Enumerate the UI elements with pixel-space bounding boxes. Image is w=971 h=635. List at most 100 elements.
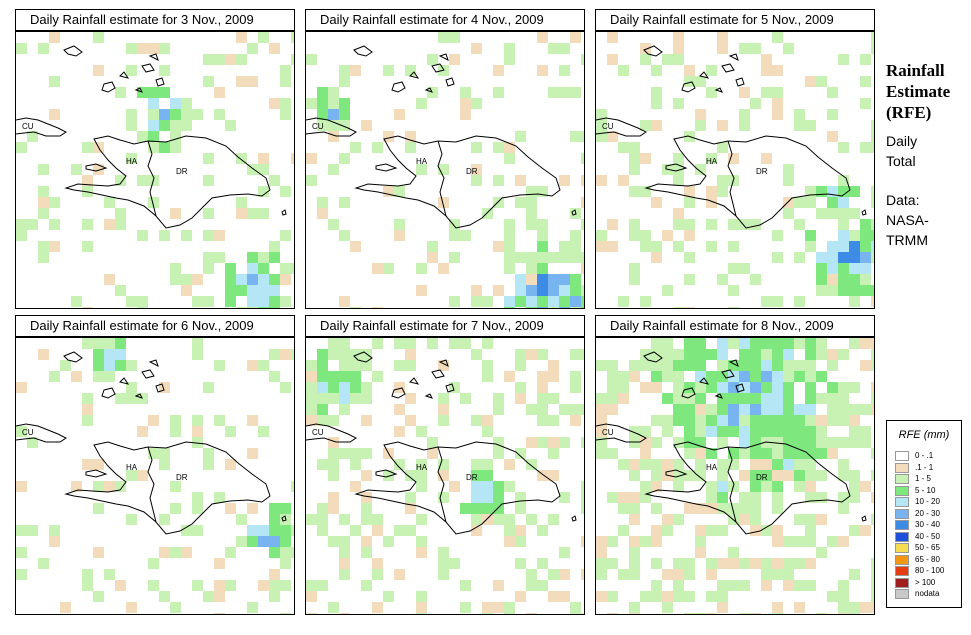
rainfall-cell [640,120,651,131]
rainfall-cell [640,241,651,252]
rainfall-cell [684,252,695,263]
rainfall-cell [629,360,640,371]
rainfall-cell [618,569,629,580]
rainfall-cell [482,459,493,470]
rainfall-cell [827,437,838,448]
coast-segment [353,351,373,363]
rainfall-cell [493,87,504,98]
rainfall-cell [684,274,695,285]
rainfall-cell [673,360,684,371]
rainfall-cell [93,360,104,371]
rainfall-cell [673,580,684,591]
rainfall-cell [728,338,739,349]
rainfall-cell [706,219,717,230]
rainfall-cell [361,448,372,459]
label-cuba: CU [312,428,324,437]
rainfall-cell [673,175,684,186]
rainfall-cell [684,448,695,459]
rainfall-cell [871,43,874,54]
rainfall-cell [159,142,170,153]
rainfall-cell [673,514,684,525]
coast-segment [721,63,735,73]
rainfall-cell [192,492,203,503]
rainfall-cell [805,415,816,426]
rainfall-cell [203,591,214,602]
rainfall-cell [526,613,537,614]
rainfall-cell [394,404,405,415]
rainfall-cell [214,415,225,426]
rainfall-cell [871,470,874,481]
rainfall-cell [629,164,640,175]
rainfall-cell [306,54,317,65]
rainfall-cell [684,393,695,404]
rainfall-cell [794,437,805,448]
data-line: NASA- [886,212,929,228]
rainfall-cell [728,547,739,558]
rainfall-cell [662,514,673,525]
rainfall-cell [82,241,93,252]
rainfall-cell [816,349,827,360]
rainfall-cell [570,349,581,360]
rainfall-cell [728,503,739,514]
rainfall-cell [871,602,874,613]
rainfall-cell [93,547,104,558]
rainfall-cell [728,263,739,274]
rainfall-cell [493,448,504,459]
rainfall-cell [717,360,728,371]
rainfall-cell [405,142,416,153]
rainfall-cell [618,459,629,470]
rainfall-cell [372,263,383,274]
rainfall-cell [214,591,225,602]
coast-segment [424,393,433,399]
rainfall-cell [673,382,684,393]
rainfall-cell [504,613,515,614]
legend-title: RFE (mm) [898,429,950,441]
rainfall-cell [684,591,695,602]
rainfall-cell [515,536,526,547]
rainfall-cell [607,32,618,43]
rainfall-cell [717,470,728,481]
rainfall-cell [82,569,93,580]
rainfall-cell [328,470,339,481]
rainfall-cell [339,382,350,393]
coast-segment [431,63,445,73]
rainfall-cell [761,580,772,591]
rainfall-cell [794,338,805,349]
rainfall-cell [816,448,827,459]
legend-label: 80 - 100 [915,566,945,575]
rainfall-cell [515,382,526,393]
rainfall-cell [460,602,471,613]
coastline [306,351,577,535]
rainfall-cell [706,481,717,492]
coast-segment [681,387,696,399]
panel-title: Daily Rainfall estimate for 4 Nov., 2009 [305,9,585,31]
rainfall-map: CU HA DR [305,337,585,615]
rainfall-cell [49,371,60,382]
rainfall-cell [838,459,849,470]
panel-title: Daily Rainfall estimate for 7 Nov., 2009 [305,315,585,337]
rainfall-cell [137,131,148,142]
label-dominican-republic: DR [176,167,188,176]
rainfall-cell [247,285,258,296]
rainfall-cell [515,175,526,186]
rainfall-cell [137,470,148,481]
rainfall-cell [651,437,662,448]
rainfall-cell [695,382,706,393]
rainfall-cell [27,437,38,448]
legend-label: 30 - 40 [915,520,940,529]
rainfall-cell [849,437,860,448]
rainfall-cell [170,208,181,219]
rainfall-cell [416,536,427,547]
rainfall-cell [372,371,383,382]
coastline [16,351,287,535]
rainfall-cell [236,208,247,219]
rainfall-cell [170,503,181,514]
panel-title: Daily Rainfall estimate for 6 Nov., 2009 [15,315,295,337]
rainfall-cell [137,230,148,241]
rainfall-cell [258,263,269,274]
rainfall-cell [526,514,537,525]
rainfall-cell [258,208,269,219]
coast-segment [16,423,67,443]
rainfall-cell [126,65,137,76]
legend-swatch [895,554,909,565]
